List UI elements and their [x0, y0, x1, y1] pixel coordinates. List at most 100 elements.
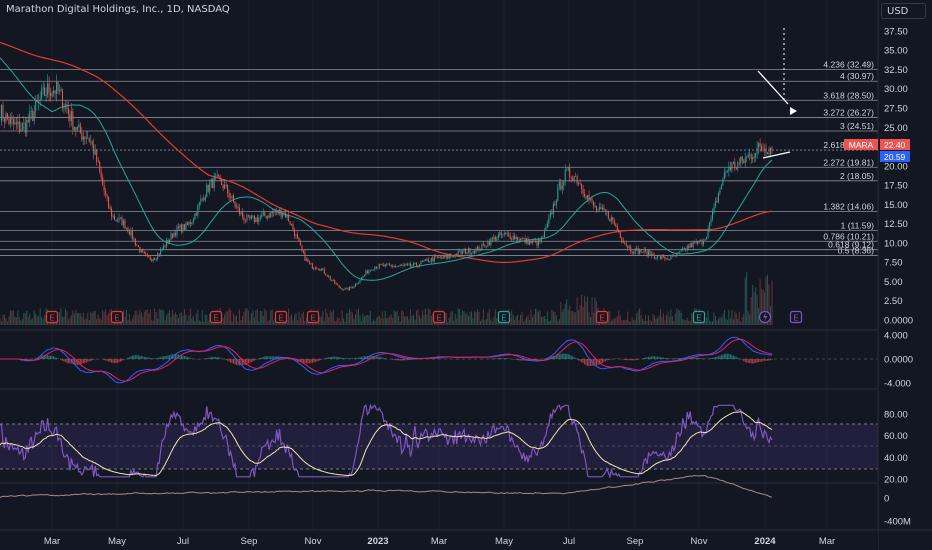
volume-bar: [26, 310, 28, 325]
macd-histogram-bar: [84, 359, 86, 364]
candle-body: [6, 113, 8, 119]
split-event-marker[interactable]: [758, 310, 772, 324]
time-axis-label: Nov: [691, 536, 708, 547]
volume-bar: [420, 318, 422, 325]
macd-histogram-bar: [703, 358, 705, 359]
time-axis-bg: [0, 530, 878, 550]
candle-body: [456, 253, 458, 256]
macd-histogram-bar: [166, 355, 168, 359]
candle-body: [271, 212, 273, 214]
earnings-marker[interactable]: E: [306, 310, 320, 324]
volume-bar: [735, 313, 737, 325]
candle-body: [188, 222, 190, 225]
time-axis[interactable]: Mar May Jul Sep Nov 2023 Mar May Jul Sep Nov 2024 Ma…: [44, 536, 835, 547]
price-axis-label: 15.00: [884, 200, 908, 211]
volume-bar: [164, 320, 166, 325]
volume-bar: [167, 312, 169, 325]
macd-histogram-bar: [247, 359, 249, 364]
volume-bar: [301, 313, 303, 325]
earnings-marker[interactable]: E: [274, 310, 288, 324]
trendline-upper[interactable]: [757, 70, 789, 105]
macd-histogram-bar: [307, 359, 309, 364]
earnings-marker[interactable]: E: [45, 310, 59, 324]
macd-histogram-bar: [650, 356, 653, 359]
candle-body: [719, 189, 721, 193]
macd-histogram-bar: [127, 357, 129, 359]
candle-body: [246, 214, 248, 221]
macd-axis[interactable]: 4.000 0.0000 -4.000: [884, 331, 913, 390]
volume-bar: [592, 312, 595, 325]
rsi-axis[interactable]: 80.00 60.00 40.00 20.00: [884, 410, 908, 486]
candle-body: [371, 269, 373, 271]
candle-body: [363, 274, 365, 277]
candle-body: [39, 98, 41, 101]
rsi-axis-label: 60.00: [884, 431, 908, 442]
candle-body: [58, 89, 61, 92]
volume-bar: [84, 319, 86, 325]
volume-bar: [173, 314, 175, 325]
earnings-marker[interactable]: E: [209, 310, 223, 324]
volume-bar: [11, 310, 13, 325]
candle-body: [465, 249, 467, 254]
candle-body: [255, 217, 257, 222]
candle-body: [122, 220, 124, 226]
macd-histogram-bar: [234, 359, 236, 365]
candle-body: [661, 255, 663, 259]
earnings-marker[interactable]: E: [110, 310, 124, 324]
earnings-marker[interactable]: E: [692, 310, 706, 324]
volume-bar: [186, 321, 188, 325]
macd-histogram-bar: [670, 358, 672, 359]
volume-bar: [27, 317, 29, 325]
candle-body: [423, 260, 425, 262]
volume-bar: [753, 292, 755, 325]
candle-body: [78, 124, 80, 127]
volume-bar: [682, 319, 684, 325]
macd-histogram-bar: [557, 354, 559, 359]
candle-body: [372, 269, 374, 271]
candle-body: [569, 167, 571, 177]
volume-bar: [619, 315, 621, 325]
candle-body: [14, 122, 16, 125]
earnings-marker[interactable]: E: [789, 310, 803, 324]
obv-axis[interactable]: 0 -400M: [884, 494, 911, 528]
candle-body: [531, 240, 534, 244]
volume-bar: [368, 315, 370, 325]
rsi-axis-label: 40.00: [884, 453, 908, 464]
candle-body: [378, 263, 380, 268]
macd-histogram-bar: [340, 357, 342, 359]
volume-bar: [609, 310, 611, 325]
candle-body: [680, 250, 682, 252]
drawing-tools[interactable]: [757, 28, 797, 159]
volume-bar: [151, 320, 153, 325]
macd-histogram-bar: [529, 359, 531, 361]
currency-button[interactable]: USD: [881, 3, 926, 19]
volume-bar: [551, 309, 553, 325]
candle-body: [771, 147, 773, 150]
candle-body: [200, 199, 202, 203]
trendline-lower[interactable]: [762, 151, 791, 159]
macd-histogram-bar: [81, 359, 83, 365]
macd-histogram-bar: [350, 358, 352, 359]
candle-body: [472, 251, 474, 253]
macd-histogram-bar: [667, 358, 669, 359]
macd-histogram-bar: [497, 358, 499, 359]
earnings-marker[interactable]: E: [432, 310, 446, 324]
rsi-pane: [0, 403, 878, 479]
macd-histogram-bar: [555, 354, 557, 359]
volume-bar: [414, 319, 416, 325]
volume-bar: [346, 313, 348, 325]
earnings-marker[interactable]: E: [595, 310, 609, 324]
candle-body: [523, 238, 525, 239]
candle-body: [557, 186, 559, 201]
time-axis-label: May: [495, 536, 513, 547]
candle-body: [392, 265, 394, 267]
earnings-marker[interactable]: E: [497, 310, 511, 324]
volume-bar: [337, 317, 339, 325]
macd-histogram-bar: [331, 356, 333, 359]
candle-body: [21, 123, 23, 130]
volume-bar: [268, 320, 270, 325]
candle-body: [115, 219, 117, 222]
candle-body: [511, 238, 513, 240]
